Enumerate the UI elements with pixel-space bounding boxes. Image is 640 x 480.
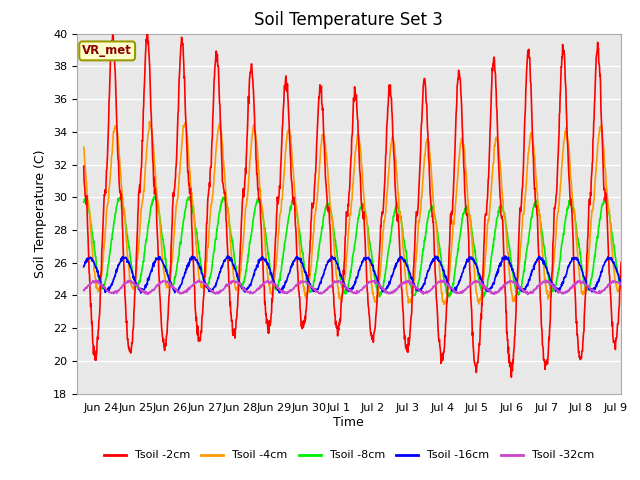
Y-axis label: Soil Temperature (C): Soil Temperature (C) — [35, 149, 47, 278]
Legend: Tsoil -2cm, Tsoil -4cm, Tsoil -8cm, Tsoil -16cm, Tsoil -32cm: Tsoil -2cm, Tsoil -4cm, Tsoil -8cm, Tsoi… — [99, 446, 598, 465]
X-axis label: Time: Time — [333, 416, 364, 429]
Text: VR_met: VR_met — [82, 44, 132, 58]
Title: Soil Temperature Set 3: Soil Temperature Set 3 — [254, 11, 444, 29]
